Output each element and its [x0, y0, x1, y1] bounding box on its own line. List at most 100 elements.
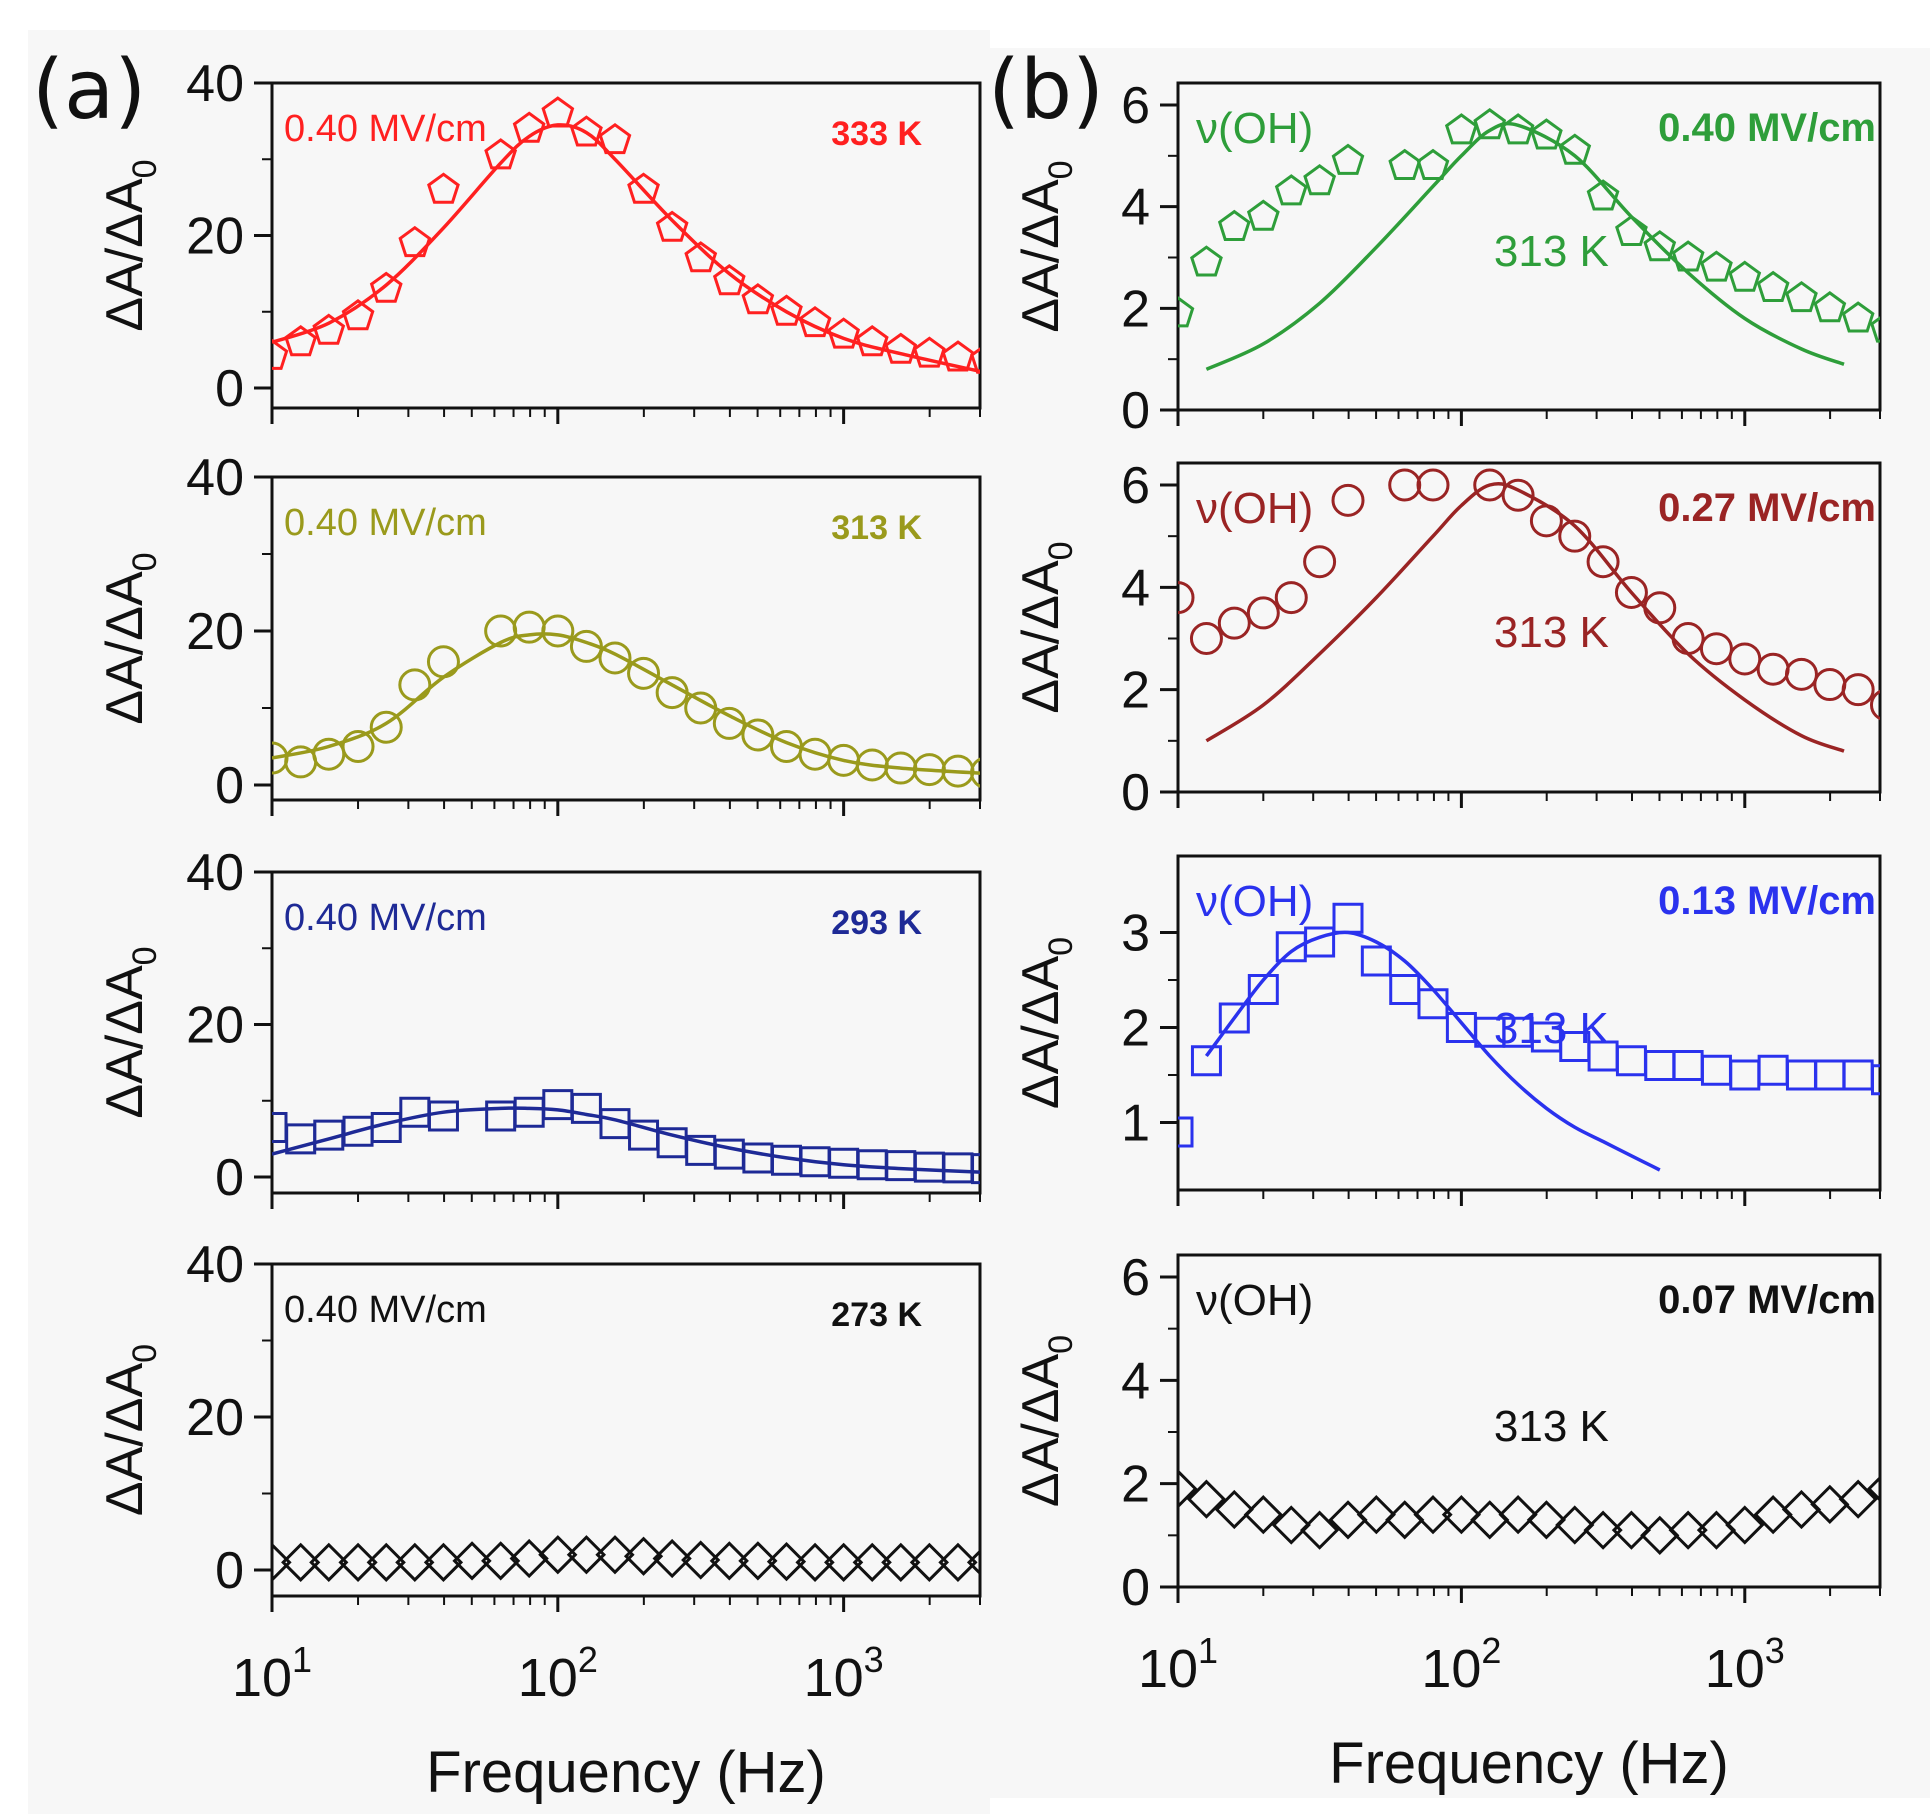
chart-b3-data-point — [1218, 1002, 1250, 1034]
chart-b1-data-point — [1217, 209, 1251, 241]
chart-a3-plot-area — [272, 1089, 980, 1185]
chart-b1-annotation: 313 K — [1494, 227, 1609, 276]
chart-a1-data-point — [512, 111, 546, 143]
chart-b3-y-tick-label: 1 — [1121, 1095, 1150, 1153]
chart-a4-data-point — [452, 1541, 492, 1581]
chart-b3-y-axis-label: ΔA/ΔA0 — [1012, 937, 1080, 1109]
chart-b1-data-point — [1671, 240, 1705, 272]
chart-a4-plot-area — [272, 1535, 980, 1582]
chart-a4-data-point — [795, 1542, 835, 1582]
chart-a2-annotation: 0.40 MV/cm — [284, 502, 487, 544]
chart-b1-annotation: ν(OH) — [1196, 104, 1313, 153]
chart-a4-data-point — [681, 1540, 721, 1580]
chart-a2-y-tick-label: 0 — [215, 757, 244, 815]
chart-b2-data-point — [1274, 581, 1308, 615]
chart-b2-annotation: 0.27 MV/cm — [1658, 486, 1876, 530]
chart-b4-x-tick-label: 103 — [1705, 1630, 1785, 1699]
chart-b1-plot-area — [1178, 108, 1880, 371]
chart-a1-data-point — [655, 210, 689, 242]
chart-a1-data-point — [684, 241, 718, 273]
chart-b4-data-point — [1668, 1510, 1708, 1550]
chart-b2-fit-line — [1205, 481, 1845, 753]
chart-a3-fit-line — [272, 1106, 980, 1174]
chart-a4-data-point — [395, 1542, 435, 1582]
chart-a4-data-point — [881, 1542, 921, 1582]
chart-b2-data-point — [1728, 642, 1762, 676]
panel-b-background — [990, 48, 1930, 1798]
chart-a4-x-tick-label: 102 — [518, 1639, 598, 1708]
chart-a1-data-point — [884, 332, 918, 364]
chart-a3-data-point — [313, 1119, 345, 1151]
chart-b4-data-point — [1214, 1489, 1254, 1530]
chart-b1-data-point — [1615, 214, 1648, 246]
panel-a-background — [28, 30, 990, 1814]
chart-b1-data-point — [1388, 148, 1422, 180]
chart-a1-annotation: 333 K — [831, 115, 922, 153]
chart-b4-data-point — [1299, 1510, 1340, 1550]
chart-b4-data-point — [1498, 1495, 1538, 1535]
chart-a1-plot-area — [272, 96, 980, 374]
chart-a1-data-point — [970, 347, 980, 374]
chart-a3-y-tick-label: 0 — [215, 1149, 244, 1207]
chart-b3-y-tick-label: 2 — [1121, 1000, 1150, 1058]
chart-a2-data-point — [627, 656, 661, 690]
chart-b1-y-tick-label: 6 — [1121, 77, 1150, 135]
chart-b2-data-point — [1784, 657, 1818, 691]
chart-b2-data-point — [1869, 689, 1880, 721]
chart-a3-y-tick-label: 40 — [186, 844, 244, 902]
chart-b2-data-point — [1178, 581, 1195, 615]
chart-b3-data-point — [1178, 1116, 1194, 1148]
chart-b1-data-point — [1444, 113, 1478, 145]
chart-a4-x-tick-label: 101 — [232, 1639, 312, 1708]
chart-a1-data-point — [741, 283, 775, 315]
chart-b2-data-point — [1841, 673, 1875, 707]
chart-b1-data-point — [1178, 296, 1195, 328]
chart-a2-plot-area — [272, 610, 980, 788]
chart-b3-data-point — [1275, 931, 1307, 963]
chart-b3-data-point — [1304, 926, 1336, 958]
chart-a4-y-axis-label: ΔA/ΔA0 — [96, 1344, 164, 1516]
chart-b2-y-tick-label: 0 — [1121, 764, 1150, 822]
chart-b2-data-point — [1586, 545, 1620, 579]
chart-a3-y-axis-label: ΔA/ΔA0 — [96, 946, 164, 1118]
chart-b2-data-point — [1614, 575, 1648, 609]
chart-a4-data-point — [852, 1542, 892, 1582]
chart-a4-data-point — [766, 1541, 807, 1582]
chart-a4-annotation: 0.40 MV/cm — [284, 1289, 487, 1331]
chart-a4-data-point — [738, 1541, 778, 1581]
chart-b1-data-point — [1331, 143, 1365, 175]
chart-a4-x-tick-label: 103 — [804, 1639, 884, 1708]
chart-b2-data-point — [1217, 606, 1251, 640]
chart-a1-data-point — [598, 122, 632, 155]
chart-a1-data-point — [627, 172, 660, 204]
chart-a2-y-tick-label: 20 — [186, 603, 244, 661]
chart-a4-data-point — [595, 1535, 635, 1575]
chart-a1-fit-line — [272, 123, 980, 374]
chart-a1-data-point — [855, 325, 889, 357]
chart-a1-annotation: 0.40 MV/cm — [284, 108, 487, 150]
chart-a1-data-point — [341, 299, 375, 331]
chart-b2-data-point — [1558, 519, 1592, 553]
chart-b2-y-tick-label: 6 — [1121, 457, 1150, 515]
chart-a4-data-point — [938, 1542, 978, 1582]
chart-a4-data-point — [423, 1542, 464, 1582]
chart-b2-frame — [1176, 461, 1882, 794]
chart-b3-annotation: ν(OH) — [1196, 877, 1313, 926]
chart-b3-data-point — [1870, 1064, 1880, 1096]
chart-b4-plot-area — [1178, 1469, 1880, 1555]
chart-a2-y-tick-label: 40 — [186, 449, 244, 507]
chart-b1-y-axis-label: ΔA/ΔA0 — [1012, 160, 1080, 332]
chart-a4-data-point — [652, 1538, 692, 1579]
chart-b2-data-point — [1189, 622, 1223, 655]
chart-a3-y-tick-label: 20 — [186, 997, 244, 1055]
chart-a1-data-point — [369, 271, 403, 303]
chart-b2-plot-area — [1178, 468, 1880, 753]
chart-b4-data-point — [1583, 1510, 1623, 1550]
chart-a4-x-axis-label: Frequency (Hz) — [426, 1740, 826, 1805]
chart-a1-y-tick-label: 0 — [215, 360, 244, 418]
chart-a4-frame — [270, 1262, 982, 1598]
chart-b2-data-point — [1416, 468, 1450, 502]
chart-a1-frame — [270, 81, 982, 410]
chart-a2: 0 20 40 ΔA/ΔA0 0.40 MV/cm 313 K — [96, 449, 982, 816]
